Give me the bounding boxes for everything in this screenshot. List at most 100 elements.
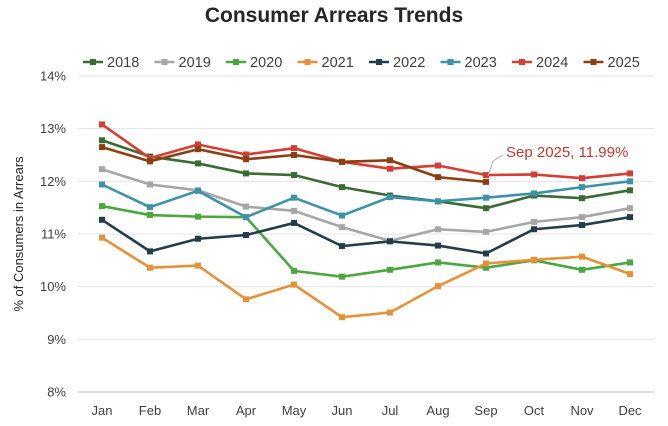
point-2024-nov [579, 175, 585, 182]
point-2018-nov [579, 195, 585, 202]
point-2025-apr [243, 156, 249, 163]
x-tick-label-jun: Jun [332, 403, 353, 418]
legend-item-2018: 2018 [83, 55, 139, 71]
legend-label: 2025 [608, 55, 640, 71]
x-tick-label-sep: Sep [474, 403, 497, 418]
y-tick-label: 14% [40, 69, 66, 84]
point-2024-oct [531, 171, 537, 178]
legend-item-2022: 2022 [369, 55, 425, 71]
point-2019-sep [483, 228, 489, 235]
point-2019-jun [339, 224, 345, 231]
point-2022-oct [531, 226, 537, 233]
x-tick-label-feb: Feb [139, 403, 161, 418]
legend-label: 2022 [393, 55, 425, 71]
point-2024-dec [627, 170, 633, 177]
point-2018-jan [99, 137, 105, 144]
point-2021-sep [483, 260, 489, 267]
point-2021-aug [435, 283, 441, 290]
point-2020-may [291, 267, 297, 274]
point-2023-aug [435, 198, 441, 205]
point-2021-jul [387, 309, 393, 316]
point-2019-oct [531, 218, 537, 225]
point-2018-may [291, 172, 297, 179]
point-2021-jan [99, 234, 105, 241]
annotation-callout: Sep 2025, 11.99% [487, 144, 628, 177]
series-2021 [99, 234, 633, 321]
y-tick-label: 8% [47, 385, 66, 400]
y-tick-label: 11% [41, 227, 66, 242]
legend-swatch-marker [376, 59, 382, 65]
legend-swatch-marker [590, 59, 597, 65]
x-tick-label-nov: Nov [570, 403, 594, 418]
point-2023-oct [531, 190, 537, 197]
point-2022-jul [387, 238, 393, 245]
legend-swatch-marker [304, 59, 311, 65]
point-2024-jul [387, 165, 393, 172]
point-2022-nov [579, 222, 585, 229]
point-2025-jun [339, 158, 345, 165]
point-2024-apr [243, 151, 249, 158]
point-2019-nov [579, 214, 585, 221]
legend: 2018 2019 2020 2021 2022 2023 2024 2025 [83, 55, 640, 71]
point-2023-may [291, 194, 297, 201]
x-tick-label-mar: Mar [187, 403, 210, 418]
point-2023-jun [339, 212, 345, 219]
legend-label: 2021 [322, 55, 354, 71]
series-2025 [99, 144, 489, 185]
point-2020-jun [339, 273, 345, 280]
x-axis: Jan Feb Mar Apr May Jun Jul Aug Sep Oct Nov Dec [92, 403, 643, 418]
point-2024-may [291, 145, 297, 152]
point-2019-aug [435, 226, 441, 233]
point-2020-dec [627, 259, 633, 266]
point-2021-may [291, 281, 297, 288]
point-2021-feb [147, 264, 153, 271]
legend-label: 2024 [536, 55, 568, 71]
y-tick-label: 12% [40, 174, 66, 189]
point-2018-apr [243, 170, 249, 177]
x-tick-label-jan: Jan [92, 403, 113, 418]
series-line-2023 [101, 180, 631, 219]
series-2020 [99, 203, 633, 280]
series-2024 [99, 121, 633, 182]
point-2019-apr [243, 203, 249, 210]
point-2021-apr [243, 296, 249, 303]
point-2021-jun [339, 314, 345, 321]
point-2018-mar [195, 160, 201, 167]
point-2018-jun [339, 184, 345, 191]
point-2019-jan [99, 166, 105, 173]
legend-swatch-marker [519, 59, 525, 65]
legend-swatch-marker [161, 59, 168, 65]
legend-swatch-marker [233, 59, 239, 65]
series-2022 [99, 214, 633, 257]
legend-swatch-marker [90, 59, 96, 65]
legend-item-2020: 2020 [226, 55, 282, 71]
x-tick-label-oct: Oct [524, 403, 545, 418]
point-2022-jun [339, 243, 345, 250]
point-2025-jul [387, 157, 393, 164]
series-2023 [99, 178, 633, 221]
legend-label: 2020 [250, 55, 282, 71]
point-2020-jul [387, 266, 393, 273]
point-2023-apr [243, 214, 249, 221]
point-2023-jan [99, 181, 105, 188]
point-2023-nov [579, 184, 585, 191]
point-2021-mar [195, 262, 201, 269]
point-2022-jan [99, 216, 105, 223]
point-2023-dec [627, 178, 633, 185]
point-2025-mar [195, 146, 201, 153]
y-axis-label: % of Consumers in Arrears [11, 156, 26, 312]
series-line-2018 [101, 139, 631, 210]
point-2022-aug [435, 242, 441, 249]
point-2020-jan [99, 203, 105, 210]
y-axis: 8% 9% 10% 11% 12% 13% 14% [40, 69, 66, 400]
point-2022-feb [147, 248, 153, 255]
series-line-2019 [101, 167, 631, 243]
point-2022-apr [243, 232, 249, 239]
point-2023-feb [147, 204, 153, 211]
series-line-2021 [101, 236, 631, 319]
point-2025-jan [99, 144, 105, 151]
point-2023-sep [483, 194, 489, 201]
series-line-2020 [101, 204, 631, 278]
point-2024-feb [147, 155, 153, 162]
